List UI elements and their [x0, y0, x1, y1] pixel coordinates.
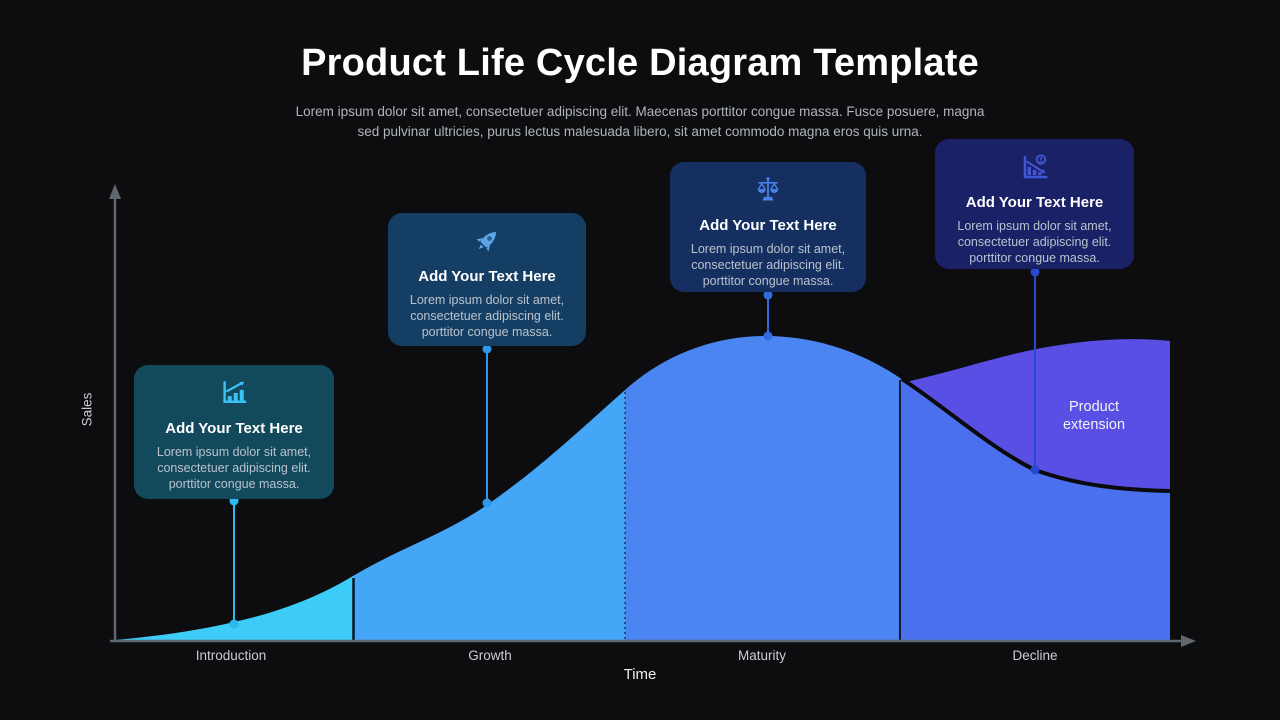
- stage-label-introduction: Introduction: [195, 648, 267, 663]
- subtitle-line-1: Lorem ipsum dolor sit amet, consectetuer…: [295, 104, 985, 119]
- y-axis-arrow-icon: [109, 184, 121, 199]
- scales-icon: [753, 175, 783, 205]
- rocket-icon: [472, 226, 502, 256]
- x-axis-label: Time: [623, 666, 657, 683]
- stage-label-growth: Growth: [468, 648, 512, 663]
- connector-dot-top: [763, 290, 773, 300]
- card-growth[interactable]: Add Your Text Here Lorem ipsum dolor sit…: [388, 213, 586, 346]
- connector-introduction: [229, 496, 239, 629]
- card-body: Lorem ipsum dolor sit amet, consectetuer…: [690, 242, 846, 288]
- decline-chart-icon: [1020, 152, 1050, 182]
- connector-dot-curve: [229, 619, 239, 629]
- connector-dot-curve: [763, 331, 773, 341]
- card-body: Lorem ipsum dolor sit amet, consectetuer…: [409, 293, 565, 339]
- card-title: Add Your Text Here: [418, 268, 556, 285]
- page-subtitle: Lorem ipsum dolor sit amet, consectetuer…: [0, 102, 1280, 142]
- connector-maturity: [763, 290, 773, 341]
- area-product-extension: [906, 339, 1170, 490]
- connector-growth: [482, 344, 492, 508]
- card-body: Lorem ipsum dolor sit amet, consectetuer…: [957, 219, 1112, 265]
- page-title: Product Life Cycle Diagram Template: [301, 42, 979, 84]
- connector-dot-curve: [482, 498, 492, 508]
- subtitle-line-2: sed pulvinar ultricies, purus lectus mal…: [357, 124, 923, 139]
- connector-dot-top: [1030, 267, 1040, 277]
- card-decline[interactable]: Add Your Text Here Lorem ipsum dolor sit…: [935, 139, 1134, 269]
- x-axis-arrow-icon: [1181, 635, 1196, 647]
- y-axis-label: Sales: [79, 392, 95, 427]
- card-maturity[interactable]: Add Your Text Here Lorem ipsum dolor sit…: [670, 162, 866, 292]
- connector-dot-top: [482, 344, 492, 354]
- connector-dot-curve: [1030, 465, 1040, 475]
- card-title: Add Your Text Here: [165, 420, 303, 437]
- stage-label-maturity: Maturity: [737, 648, 787, 663]
- card-introduction[interactable]: Add Your Text Here Lorem ipsum dolor sit…: [134, 365, 334, 499]
- stage-label-decline: Decline: [1012, 648, 1058, 663]
- growth-chart-icon: [219, 378, 249, 408]
- card-title: Add Your Text Here: [699, 217, 837, 234]
- card-title: Add Your Text Here: [965, 194, 1104, 211]
- product-extension-label: Product extension: [1062, 399, 1126, 433]
- card-body: Lorem ipsum dolor sit amet, consectetuer…: [156, 445, 312, 491]
- connector-decline: [1030, 267, 1040, 475]
